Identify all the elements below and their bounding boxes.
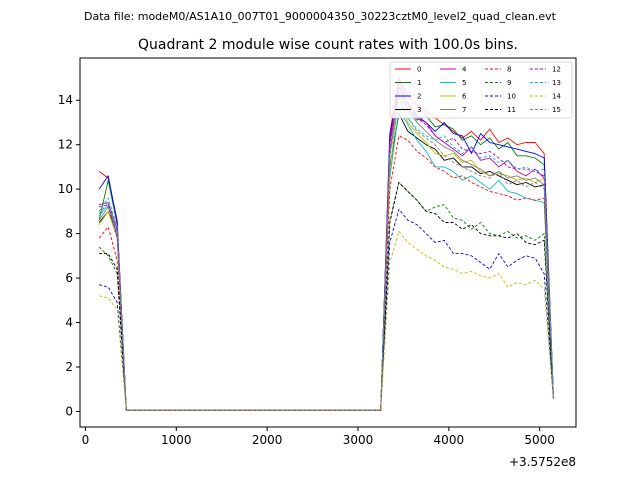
series-line-1: [98, 93, 554, 411]
legend-label-9: 9: [507, 79, 511, 87]
x-tick-label: 5000: [524, 433, 555, 447]
series-layer: [98, 77, 554, 411]
legend-label-4: 4: [462, 66, 467, 74]
legend-label-13: 13: [552, 79, 561, 87]
legend-label-14: 14: [552, 93, 561, 101]
series-line-11: [99, 182, 554, 411]
series-line-9: [98, 182, 554, 411]
y-tick-label: 10: [58, 182, 73, 196]
legend-label-15: 15: [552, 106, 561, 114]
series-line-2: [98, 86, 554, 411]
legend-label-3: 3: [417, 106, 421, 114]
x-tick-label: 3000: [343, 433, 374, 447]
y-tick-label: 4: [65, 316, 73, 330]
legend-label-1: 1: [417, 79, 421, 87]
series-line-3: [98, 113, 554, 411]
legend-label-7: 7: [462, 106, 466, 114]
y-tick-label: 2: [65, 360, 73, 374]
x-tick-label: 0: [82, 433, 90, 447]
series-line-7: [98, 82, 554, 411]
legend-label-10: 10: [507, 93, 516, 101]
x-offset-label: +3.5752e8: [509, 455, 576, 469]
legend-label-2: 2: [417, 93, 421, 101]
series-line-4: [98, 77, 554, 411]
plot-frame: [79, 57, 577, 428]
y-tick-label: 6: [65, 271, 73, 285]
legend-label-0: 0: [417, 66, 421, 74]
legend-label-6: 6: [462, 93, 467, 101]
x-tick-label: 2000: [252, 433, 283, 447]
series-line-5: [98, 108, 554, 411]
x-tick-label: 1000: [161, 433, 192, 447]
series-line-15: [98, 95, 554, 411]
series-line-12: [98, 86, 554, 411]
x-tick-label: 4000: [434, 433, 465, 447]
series-line-10: [98, 208, 554, 411]
legend-label-8: 8: [507, 66, 511, 74]
chart-title: Quadrant 2 module wise count rates with …: [138, 37, 518, 53]
chart-suptitle: Data file: modeM0/AS1A10_007T01_90000043…: [84, 10, 557, 23]
y-tick-label: 14: [58, 93, 73, 107]
legend-frame: [389, 61, 573, 119]
series-line-6: [98, 95, 554, 411]
y-tick-label: 0: [65, 404, 73, 418]
legend-label-11: 11: [507, 106, 516, 114]
y-tick-label: 12: [58, 138, 73, 152]
legend-label-12: 12: [552, 66, 561, 74]
legend-label-5: 5: [462, 79, 466, 87]
axis-ticks: 0 1000 2000 3000 4000 5000 0 2 4 6 8 10 12 14: [58, 93, 555, 447]
y-tick-label: 8: [65, 227, 73, 241]
series-line-14: [98, 230, 554, 411]
series-line-0: [98, 77, 554, 411]
series-line-13: [98, 97, 554, 411]
